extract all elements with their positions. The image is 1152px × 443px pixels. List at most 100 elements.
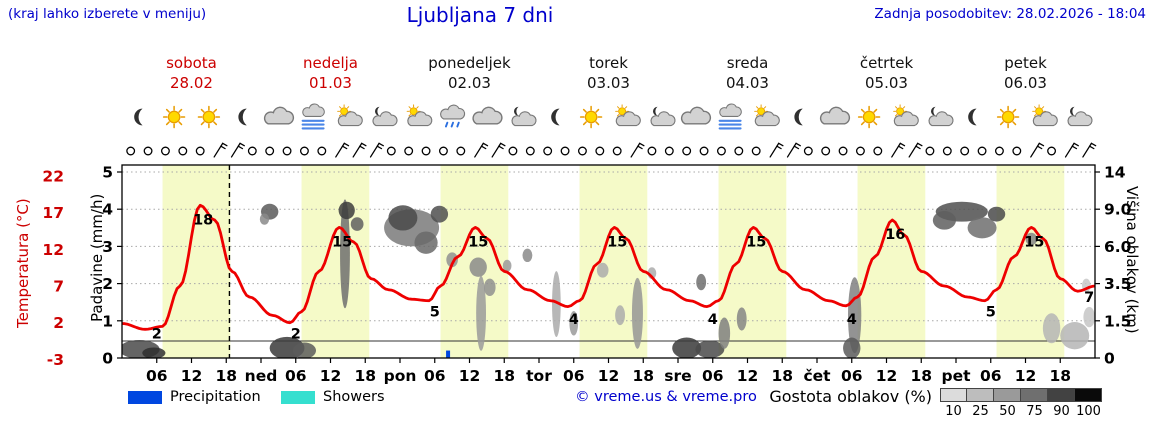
cloud-blob: [142, 347, 166, 358]
cloud-blob: [469, 257, 487, 277]
sun-cloud-icon: [1033, 105, 1058, 126]
cloud-density-step: 90: [1048, 388, 1075, 419]
cloud-density-value: 50: [999, 404, 1016, 419]
x-tick-label: 18: [771, 367, 793, 385]
temp-tick-label: 22: [42, 168, 64, 186]
cloud-blob: [259, 213, 270, 225]
cloud-density-swatch: [1075, 388, 1102, 402]
calm-wind-icon: [317, 146, 327, 156]
moon-icon: [238, 109, 246, 126]
wind-barb-icon: [786, 142, 801, 158]
sun-icon: [198, 107, 219, 128]
sun-icon: [581, 107, 602, 128]
cloud-blob: [696, 273, 707, 291]
calm-wind-icon: [421, 146, 431, 156]
precip-tick-label: 2: [102, 275, 113, 293]
calm-wind-icon: [178, 146, 188, 156]
precipitation-legend-label: Precipitation: [170, 389, 261, 405]
cloud-blob: [596, 262, 609, 278]
cloud-tick-label: 0: [1104, 350, 1115, 368]
cloud-density-value: 25: [972, 404, 989, 419]
moon-icon: [134, 109, 142, 126]
cloud-icon: [473, 107, 502, 124]
sun-icon: [998, 107, 1019, 128]
cloud-blob: [350, 217, 364, 231]
calm-wind-icon: [160, 146, 170, 156]
day-date: 05.03: [865, 74, 908, 92]
wind-barb-icon: [908, 142, 923, 158]
moon-cloud-icon: [512, 107, 536, 126]
cloud-density-step: 25: [967, 388, 994, 419]
temp-tick-label: 17: [42, 204, 64, 222]
temp-max-label: 15: [1024, 234, 1044, 250]
x-tick-label: 06: [980, 367, 1002, 385]
cloud-blob: [502, 259, 512, 272]
day-date: 04.03: [726, 74, 769, 92]
wind-barb-icon: [230, 142, 245, 158]
calm-wind-icon: [404, 146, 414, 156]
wind-barb-icon: [769, 142, 784, 158]
cloud-layer: [122, 199, 1095, 358]
gridlines: [122, 171, 1095, 342]
moon-cloud-icon: [373, 107, 397, 126]
sun-cloud-icon: [407, 105, 432, 126]
calm-wind-icon: [247, 146, 257, 156]
x-day-label: pon: [384, 367, 417, 385]
temp-tick-label: 2: [53, 314, 64, 332]
cloud-blob: [388, 205, 418, 231]
temp-max-label: 15: [468, 234, 488, 250]
showers-legend-label: Showers: [323, 389, 385, 405]
temp-max-label: 15: [746, 234, 766, 250]
wind-barb-icon: [335, 142, 350, 158]
cloud-blob: [522, 248, 533, 263]
temp-min-label: 4: [847, 312, 857, 328]
cloud-blob: [736, 307, 747, 331]
x-tick-label: 06: [285, 367, 307, 385]
temp-max-label: 18: [193, 212, 213, 228]
temp-tick-label: 12: [42, 241, 64, 259]
wind-barb-icon: [630, 142, 645, 158]
temp-min-label: 5: [986, 305, 996, 321]
calm-wind-icon: [682, 146, 692, 156]
x-tick-label: 12: [181, 367, 203, 385]
x-tick-label: 06: [424, 367, 446, 385]
day-header-ponedeljek: ponedeljek 02.03: [400, 53, 539, 93]
day-name: sobota: [166, 54, 217, 72]
x-tick-label: 18: [354, 367, 376, 385]
calm-wind-icon: [751, 146, 761, 156]
moon-icon: [551, 109, 559, 126]
temp-max-label: 15: [332, 234, 352, 250]
fog-icon: [720, 104, 742, 128]
last-update: Zadnja posodobitev: 28.02.2026 - 18:04: [874, 6, 1146, 22]
cloud-blob: [446, 252, 458, 268]
cloud-density-swatch: [1021, 388, 1048, 402]
sun-cloud-icon: [755, 105, 780, 126]
x-tick-label: 12: [876, 367, 898, 385]
moon-cloud-icon: [651, 107, 675, 126]
day-header-sreda: sreda 04.03: [678, 53, 817, 93]
sun-cloud-icon: [338, 105, 363, 126]
cloud-density-swatch: [967, 388, 994, 402]
cloud-blob: [476, 275, 487, 351]
page-title: Ljubljana 7 dni: [406, 3, 554, 27]
calm-wind-icon: [994, 146, 1004, 156]
calm-wind-icon: [1047, 146, 1057, 156]
x-day-label: čet: [803, 367, 831, 385]
calm-wind-icon: [734, 146, 744, 156]
day-header-nedelja: nedelja 01.03: [261, 53, 400, 93]
calm-wind-icon: [543, 146, 553, 156]
day-name: petek: [1004, 54, 1047, 72]
precip-tick-label: 3: [102, 238, 113, 256]
x-tick-label: 12: [598, 367, 620, 385]
temp-tick-label: 7: [53, 278, 64, 296]
cloud-blob: [1025, 232, 1038, 246]
sun-cloud-icon: [894, 105, 919, 126]
calm-wind-icon: [560, 146, 570, 156]
copyright-link[interactable]: © vreme.us & vreme.pro: [575, 389, 757, 405]
calm-wind-icon: [699, 146, 709, 156]
temp-max-label: 16: [885, 227, 905, 243]
day-name: torek: [589, 54, 628, 72]
cloud-icon: [821, 107, 850, 124]
moon-cloud-icon: [929, 107, 953, 126]
cloud-tick-label: 3.5: [1104, 275, 1131, 293]
